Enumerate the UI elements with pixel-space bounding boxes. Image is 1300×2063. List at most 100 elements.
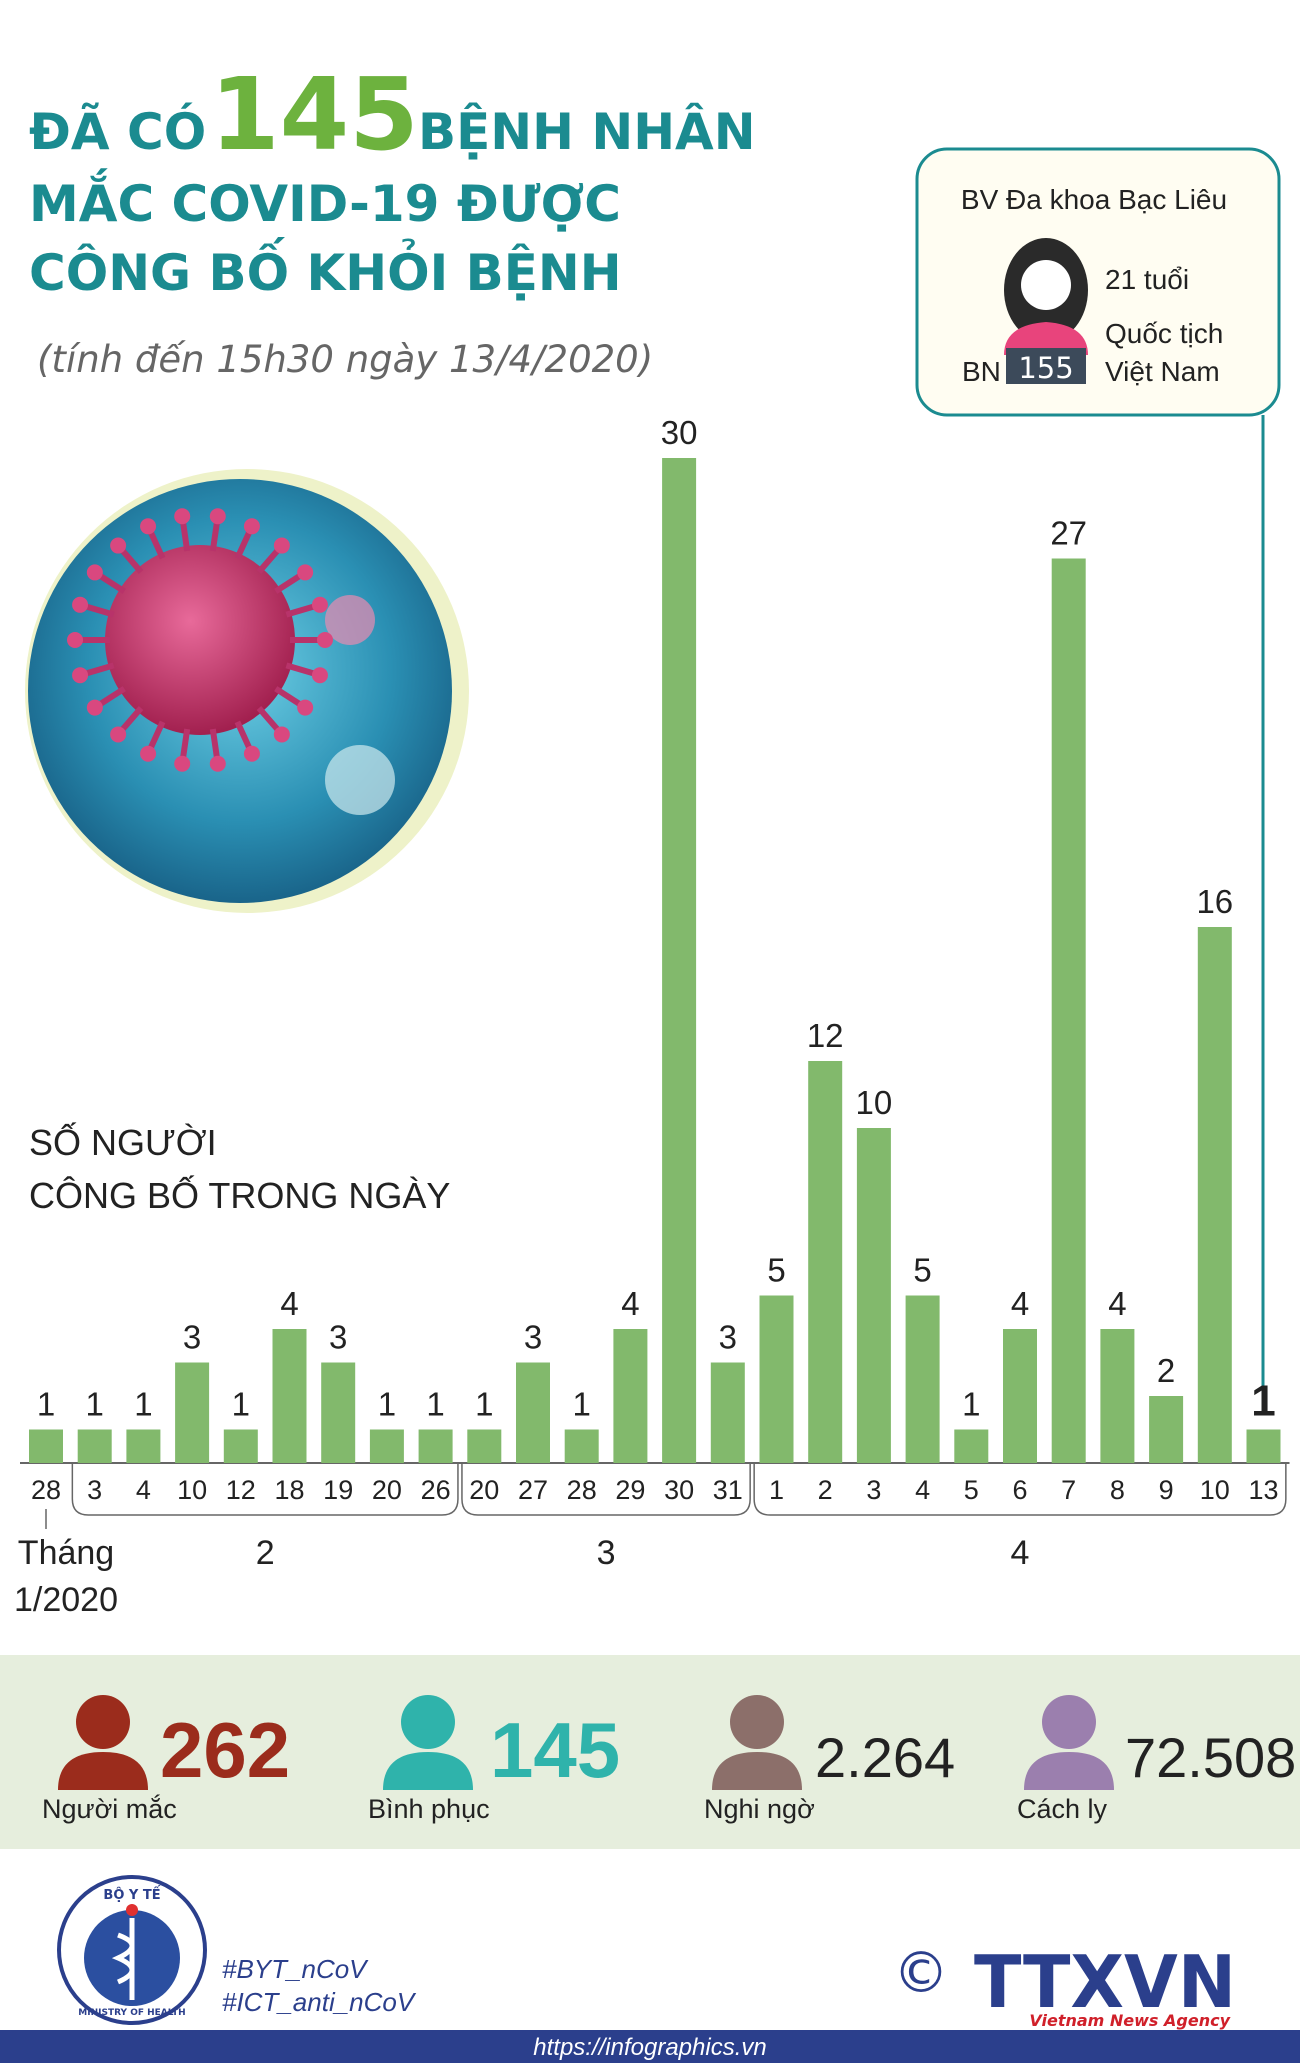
person-icon-head xyxy=(401,1695,455,1749)
shirt xyxy=(1004,322,1088,355)
x-tick-label: 31 xyxy=(713,1475,743,1505)
person-icon-head xyxy=(1042,1695,1096,1749)
virus-spike-tip xyxy=(209,508,226,525)
agency-logo: TTXVN xyxy=(974,1940,1236,2024)
title: CÔNG BỐ KHỎI BỆNH xyxy=(29,237,622,302)
virus-spike-tip xyxy=(273,537,290,554)
subtitle: (tính đến 15h30 ngày 13/4/2020) xyxy=(37,338,653,381)
x-tick-label: 19 xyxy=(323,1475,353,1505)
face xyxy=(1021,260,1071,310)
virus-spike-tip xyxy=(86,564,103,581)
virus-spike-tip xyxy=(311,596,328,613)
bar xyxy=(710,1362,745,1463)
stat-label: Cách ly xyxy=(1017,1794,1108,1824)
x-tick-label: 28 xyxy=(567,1475,597,1505)
value-label: 10 xyxy=(856,1084,893,1121)
hospital: BV Đa khoa Bạc Liêu xyxy=(961,184,1227,215)
month-label: 2 xyxy=(256,1534,275,1572)
value-label: 3 xyxy=(524,1319,542,1356)
y-axis-label: SỐ NGƯỜI xyxy=(29,1121,217,1163)
hashtag: #BYT_nCoV xyxy=(222,1954,369,1984)
value-label: 1 xyxy=(475,1386,493,1423)
bar xyxy=(77,1429,112,1463)
virus-image xyxy=(25,469,469,913)
bar xyxy=(516,1362,550,1463)
logo-star xyxy=(126,1904,138,1916)
value-label: 1 xyxy=(37,1386,55,1423)
logo-text: MINISTRY OF HEALTH xyxy=(78,2008,185,2018)
bar xyxy=(1197,927,1232,1463)
value-label: 1 xyxy=(962,1386,980,1423)
bar xyxy=(759,1295,794,1463)
x-tick-label: 13 xyxy=(1248,1475,1278,1505)
stat-label: Nghi ngờ xyxy=(704,1794,815,1824)
bar xyxy=(223,1429,258,1463)
bar xyxy=(1149,1396,1184,1463)
x-tick-label: 10 xyxy=(177,1475,207,1505)
nationality: Việt Nam xyxy=(1105,356,1220,387)
patient-id: 155 xyxy=(1018,351,1073,385)
value-label: 4 xyxy=(1108,1285,1126,1322)
virus-spike-tip xyxy=(243,518,260,535)
virus-spike-tip xyxy=(311,667,328,684)
agency-sub: Vietnam News Agency xyxy=(1029,2011,1230,2030)
virus-small xyxy=(325,595,375,645)
virus-spike-tip xyxy=(297,564,314,581)
bar xyxy=(1003,1329,1037,1463)
virus-spike-tip xyxy=(67,632,83,648)
x-tick-label: 6 xyxy=(1012,1475,1027,1505)
x-tick-label: 12 xyxy=(226,1475,256,1505)
title: ĐÃ CÓ xyxy=(29,102,206,161)
value-label: 1 xyxy=(86,1386,104,1423)
patient-prefix: BN xyxy=(962,356,1001,387)
stat-value: 72.508 xyxy=(1125,1726,1296,1789)
virus-spike-tip xyxy=(110,726,127,743)
value-label: 1 xyxy=(378,1386,396,1423)
virus-spike-tip xyxy=(110,537,127,554)
value-label: 12 xyxy=(807,1017,844,1054)
month-label: Tháng xyxy=(18,1534,114,1572)
x-tick-label: 3 xyxy=(87,1475,102,1505)
month-bracket xyxy=(461,1463,751,1516)
title-number: 145 xyxy=(210,56,419,173)
bar xyxy=(175,1362,210,1463)
bar xyxy=(467,1429,502,1463)
value-label: 4 xyxy=(621,1285,639,1322)
virus-spike-tip xyxy=(72,667,89,684)
stat-label: Bình phục xyxy=(368,1794,490,1824)
value-label: 2 xyxy=(1157,1352,1175,1389)
person-icon-head xyxy=(76,1695,130,1749)
virus-spike-tip xyxy=(86,699,103,716)
bar xyxy=(29,1429,63,1463)
patient-icon xyxy=(1004,238,1088,384)
virus-spike-tip xyxy=(72,596,89,613)
x-tick-label: 4 xyxy=(915,1475,930,1505)
footer-band xyxy=(0,2030,1300,2063)
x-tick-label: 9 xyxy=(1159,1475,1174,1505)
id-box xyxy=(1006,348,1086,384)
virus-small xyxy=(325,745,395,815)
stat-value: 2.264 xyxy=(815,1726,955,1789)
bar xyxy=(418,1429,453,1463)
bar xyxy=(905,1295,940,1463)
x-tick-label: 4 xyxy=(136,1475,151,1505)
virus-body xyxy=(105,545,295,735)
value-label: 30 xyxy=(661,414,698,451)
value-label: 1 xyxy=(1251,1377,1275,1426)
virus-spike-tip xyxy=(297,699,314,716)
bar xyxy=(1246,1429,1281,1463)
y-axis-label: CÔNG BỐ TRONG NGÀY xyxy=(29,1174,450,1216)
bar xyxy=(272,1329,307,1463)
stat-value: 262 xyxy=(160,1706,290,1794)
copyright: © xyxy=(893,1941,949,2006)
person-icon-body xyxy=(383,1752,473,1790)
virus-spike-tip xyxy=(174,508,191,525)
x-tick-label: 1 xyxy=(769,1475,784,1505)
x-tick-label: 26 xyxy=(421,1475,451,1505)
bar xyxy=(1100,1329,1135,1463)
age: 21 tuổi xyxy=(1105,264,1189,295)
value-label: 3 xyxy=(719,1319,737,1356)
x-tick-label: 8 xyxy=(1110,1475,1125,1505)
